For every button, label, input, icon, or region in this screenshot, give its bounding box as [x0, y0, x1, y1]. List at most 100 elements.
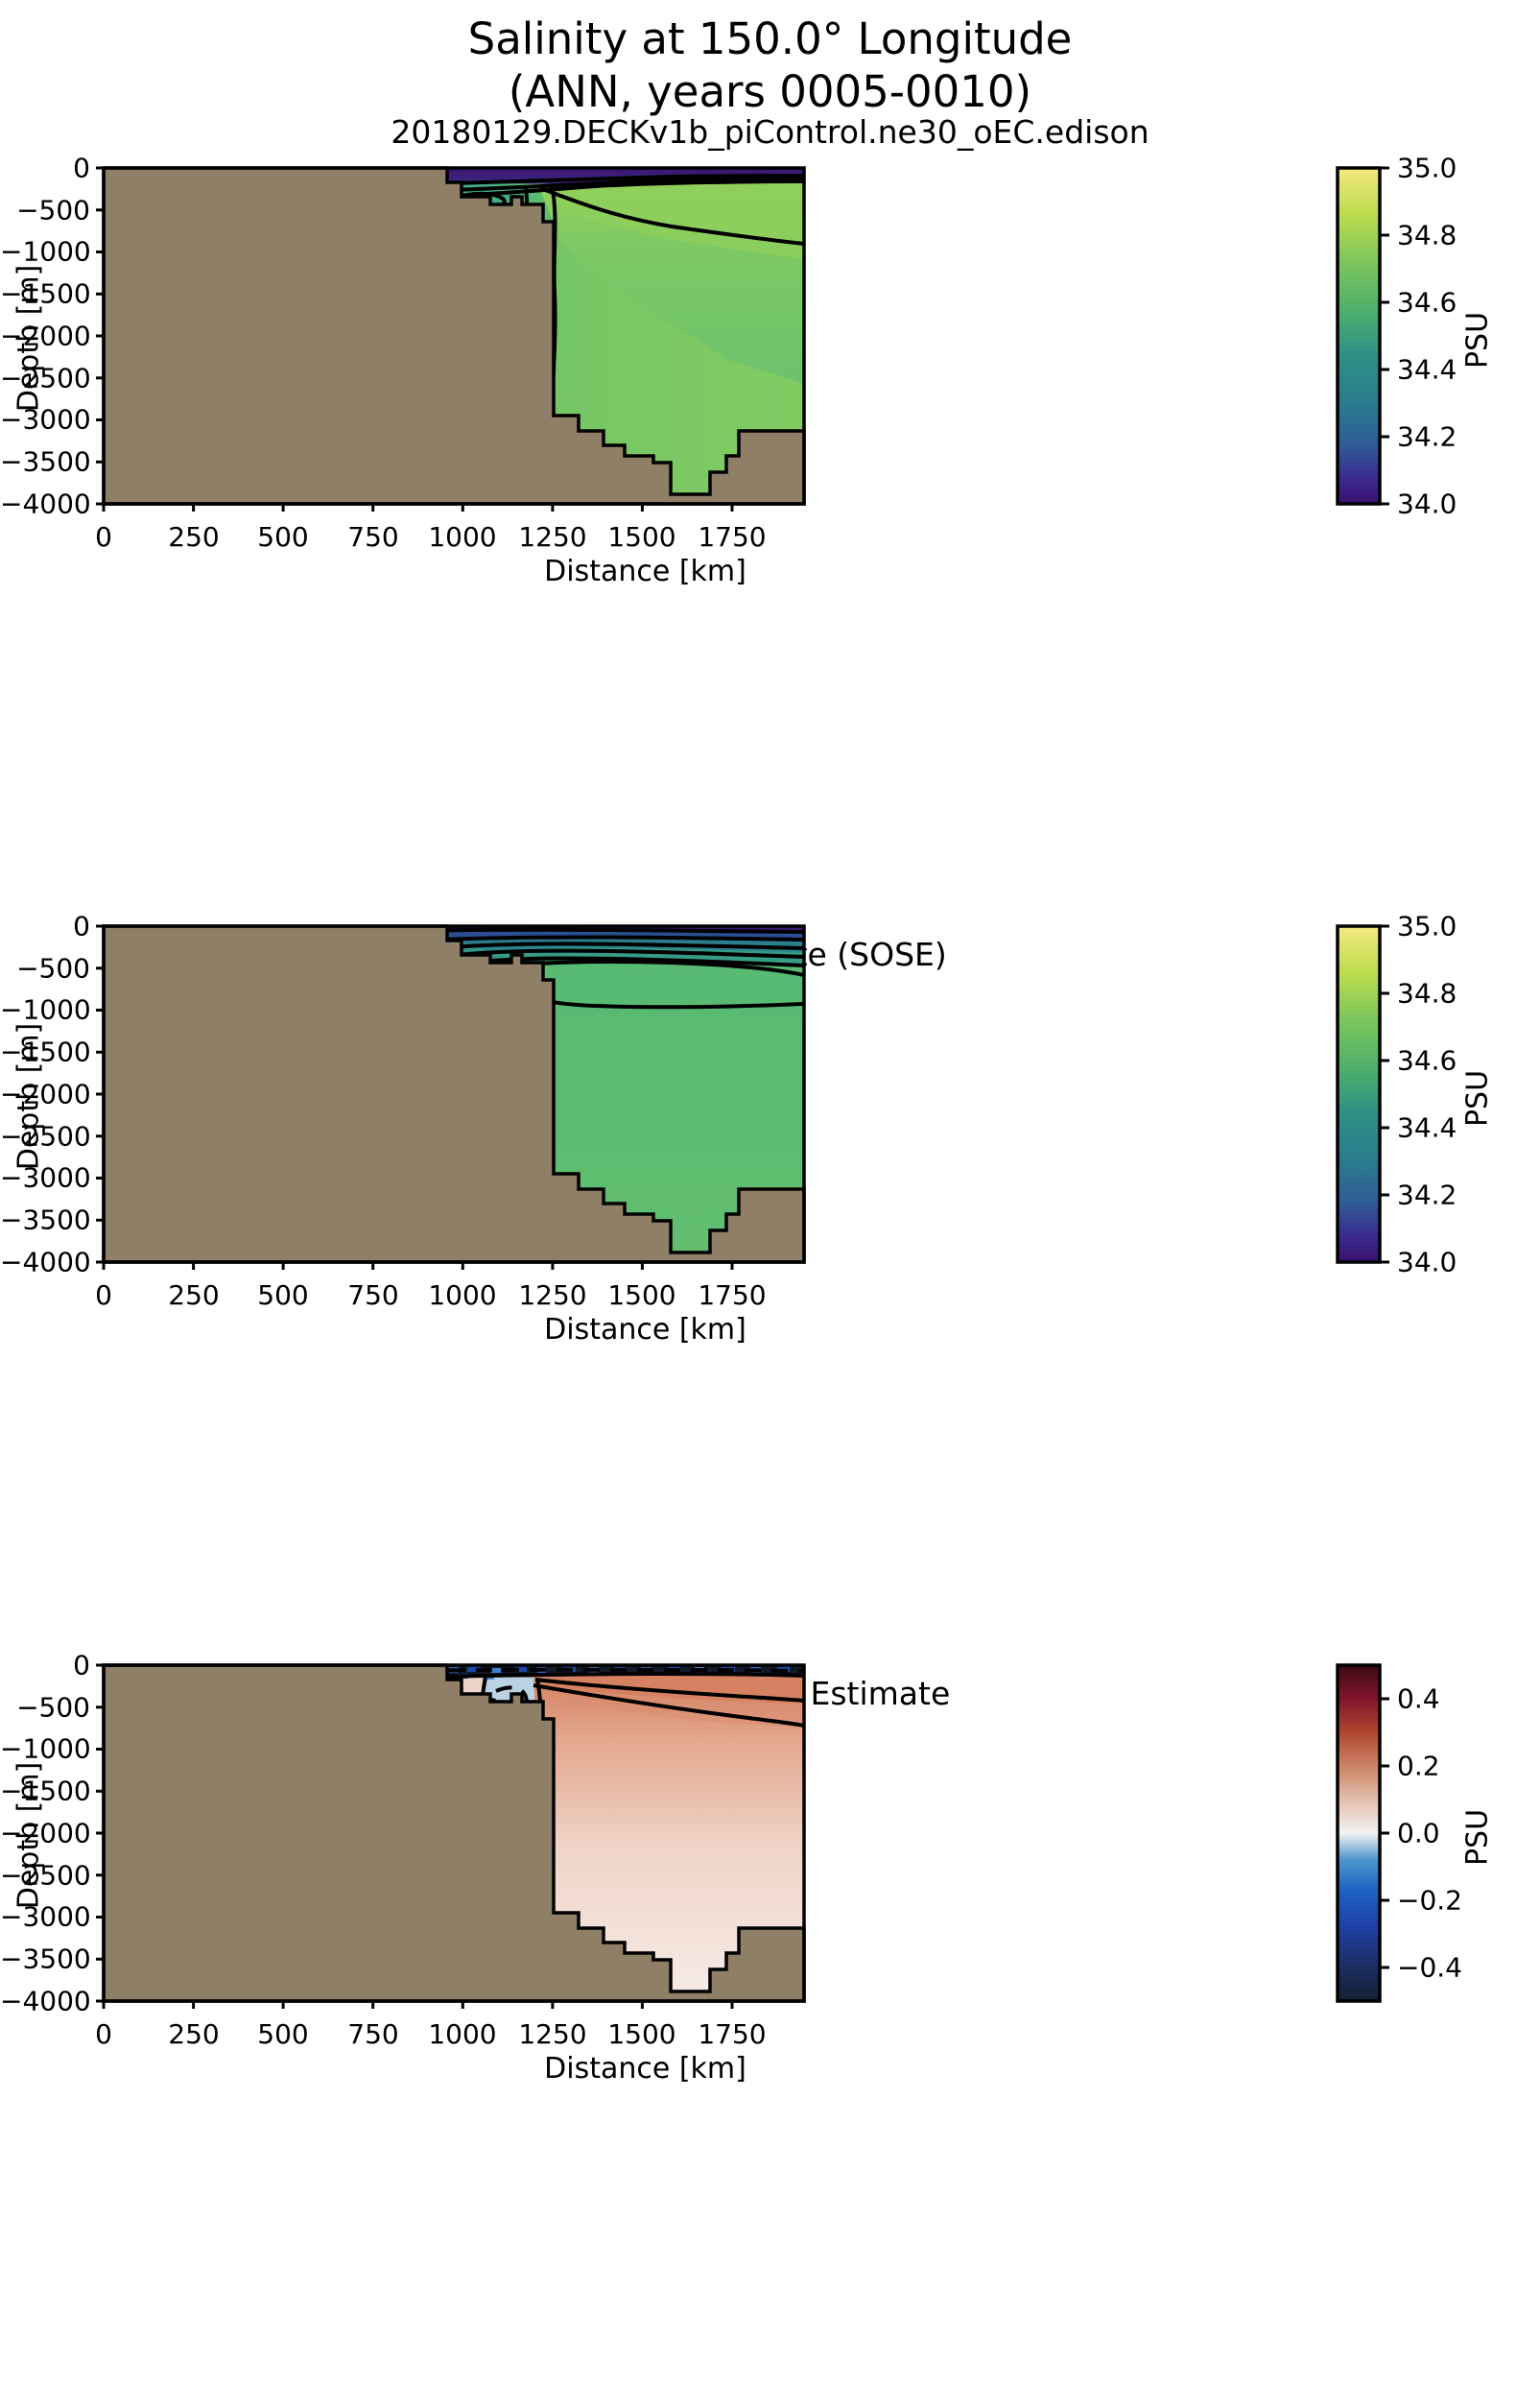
xtick-label: 750 [347, 2018, 399, 2050]
xtick-label: 1250 [518, 521, 587, 553]
cbar-tick-label: 34.2 [1397, 420, 1457, 453]
panel-difference-ylabel: Depth [m] [12, 1761, 46, 1910]
cbar-tick-label: 34.0 [1397, 488, 1457, 520]
xtick-label: 1000 [428, 521, 497, 553]
model-seafloor-mask [102, 166, 806, 506]
sose-bathymetry [102, 924, 806, 1264]
xtick-label: 0 [95, 521, 112, 553]
panel-model-colorbar [1336, 166, 1382, 506]
panel-sose-svg [96, 924, 1389, 1270]
panel-sose-cbar-units: PSU [1460, 1069, 1495, 1128]
xtick-label: 500 [257, 1279, 309, 1311]
xtick-label: 250 [168, 2018, 220, 2050]
ytick-label: −4000 [0, 1985, 91, 2017]
ytick-label: −500 [16, 1691, 90, 1724]
xtick-label: 1750 [698, 521, 767, 553]
difference-seafloor-mask [102, 1663, 806, 2003]
xtick-label: 750 [347, 1279, 399, 1311]
xtick-label: 250 [168, 1279, 220, 1311]
panel-sose-colorbar [1336, 924, 1382, 1264]
ytick-label: −2000 [0, 1817, 91, 1849]
panel-difference-colorbar [1336, 1663, 1382, 2003]
xtick-label: 0 [95, 2018, 112, 2050]
ytick-label: −3500 [0, 445, 91, 478]
panel-model-xticks [102, 504, 734, 512]
cbar-tick-label: 34.8 [1397, 977, 1457, 1010]
difference-bathymetry [102, 1663, 806, 2003]
panel-model-svg [96, 166, 1389, 512]
xtick-label: 1250 [518, 2018, 587, 2050]
panel-model-colorbar-ticks [1380, 166, 1389, 506]
model-bright-band [537, 184, 804, 259]
xtick-label: 1750 [698, 1279, 767, 1311]
model-bathymetry [102, 166, 806, 506]
xtick-label: 1750 [698, 2018, 767, 2050]
ytick-label: −3000 [0, 1900, 91, 1933]
xtick-label: 500 [257, 2018, 309, 2050]
panel-difference-svg [96, 1663, 1389, 2009]
ytick-label: −1500 [0, 277, 91, 310]
cbar-tick-label: 0.4 [1397, 1682, 1440, 1715]
ytick-label: −2500 [0, 1120, 91, 1153]
ytick-label: −3500 [0, 1204, 91, 1236]
xtick-label: 1500 [607, 1279, 676, 1311]
cbar-tick-label: −0.2 [1397, 1884, 1462, 1917]
panel-sose-ylabel: Depth [m] [12, 1022, 46, 1171]
ytick-label: −1000 [0, 1732, 91, 1765]
ytick-label: 0 [73, 910, 90, 942]
panel-sose-xlabel: Distance [km] [544, 1313, 746, 1347]
panel-sose-colorbar-ticks [1380, 924, 1389, 1264]
cbar-tick-label: 34.4 [1397, 353, 1457, 386]
ytick-label: −1000 [0, 235, 91, 268]
ytick-label: −1500 [0, 1775, 91, 1807]
ytick-label: −2000 [0, 320, 91, 352]
figure-suptitle: Salinity at 150.0° Longitude (ANN, years … [0, 13, 1540, 119]
cbar-tick-label: 0.0 [1397, 1817, 1440, 1849]
xtick-label: 1000 [428, 2018, 497, 2050]
xtick-label: 1000 [428, 1279, 497, 1311]
xtick-label: 250 [168, 521, 220, 553]
panel-model-xlabel: Distance [km] [544, 555, 746, 588]
xtick-label: 1250 [518, 1279, 587, 1311]
ytick-label: −2000 [0, 1078, 91, 1110]
cbar-tick-label: 34.8 [1397, 219, 1457, 251]
xtick-label: 0 [95, 1279, 112, 1311]
cbar-tick-label: 35.0 [1397, 152, 1457, 184]
xtick-label: 1500 [607, 2018, 676, 2050]
xtick-label: 750 [347, 521, 399, 553]
ytick-label: −3500 [0, 1943, 91, 1975]
panel-difference-xticks [102, 2001, 734, 2009]
ytick-label: 0 [73, 1649, 90, 1681]
ytick-label: −500 [16, 194, 90, 226]
ytick-label: −500 [16, 952, 90, 985]
ytick-label: −4000 [0, 488, 91, 520]
ytick-label: −2500 [0, 362, 91, 394]
panel-sose-yticks [96, 924, 104, 1264]
panel-sose-xticks [102, 1262, 734, 1270]
ytick-label: −3000 [0, 403, 91, 436]
suptitle-line-2: (ANN, years 0005-0010) [508, 65, 1032, 117]
cbar-tick-label: 0.2 [1397, 1750, 1440, 1782]
cbar-tick-label: −0.4 [1397, 1951, 1462, 1984]
panel-difference-xlabel: Distance [km] [544, 2052, 746, 2086]
panel-title-model: 20180129.DECKv1b_piControl.ne30_oEC.edis… [391, 113, 1149, 151]
cbar-tick-label: 34.6 [1397, 1044, 1457, 1077]
cbar-tick-label: 34.6 [1397, 286, 1457, 319]
panel-difference-yticks [96, 1663, 104, 2003]
suptitle-line-1: Salinity at 150.0° Longitude [467, 13, 1073, 64]
cbar-tick-label: 34.0 [1397, 1246, 1457, 1278]
ytick-label: 0 [73, 152, 90, 184]
cbar-tick-label: 34.2 [1397, 1179, 1457, 1211]
xtick-label: 1500 [607, 521, 676, 553]
ytick-label: −2500 [0, 1859, 91, 1892]
ytick-label: −1000 [0, 993, 91, 1026]
ytick-label: −1500 [0, 1036, 91, 1068]
sose-seafloor-mask [102, 924, 806, 1264]
panel-difference-colorbar-ticks [1380, 1697, 1389, 1969]
panel-model-ylabel: Depth [m] [12, 264, 46, 413]
panel-difference-cbar-units: PSU [1460, 1808, 1495, 1867]
cbar-tick-label: 35.0 [1397, 910, 1457, 942]
xtick-label: 500 [257, 521, 309, 553]
panel-model-cbar-units: PSU [1460, 311, 1495, 370]
